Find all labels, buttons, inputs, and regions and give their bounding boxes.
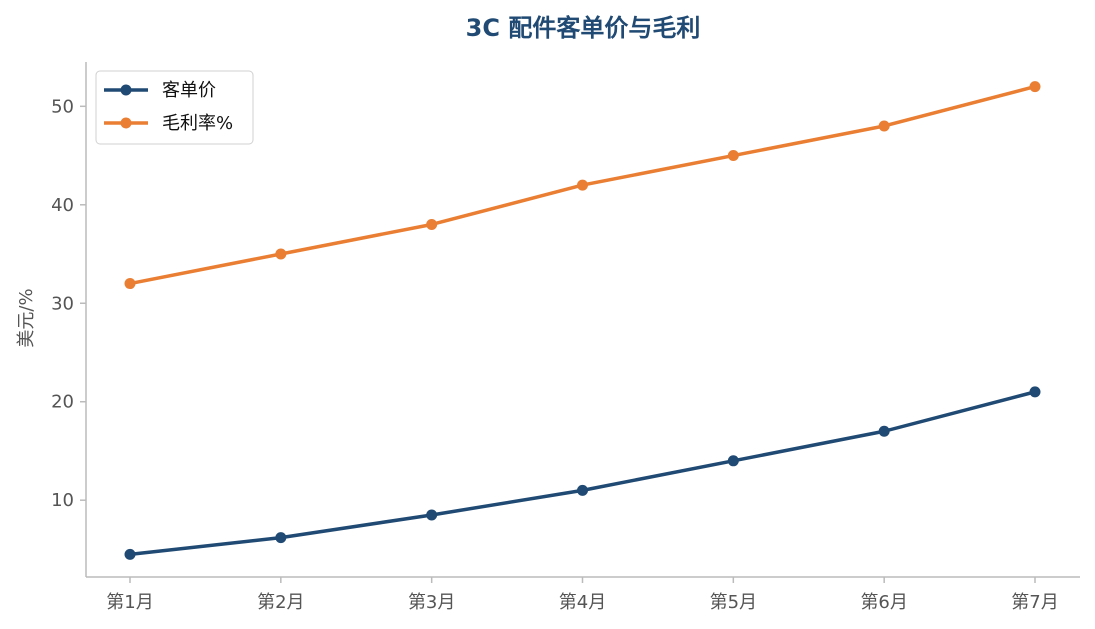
legend-label: 毛利率% bbox=[162, 113, 233, 134]
x-tick-label: 第4月 bbox=[559, 592, 606, 613]
x-tick-label: 第6月 bbox=[860, 592, 907, 613]
data-point bbox=[275, 532, 287, 544]
legend-item: 客单价 bbox=[104, 80, 216, 101]
data-point bbox=[426, 509, 438, 521]
y-tick-label: 20 bbox=[51, 392, 74, 413]
data-point bbox=[727, 150, 739, 162]
data-point bbox=[577, 179, 588, 191]
data-point bbox=[275, 248, 287, 260]
y-tick-label: 40 bbox=[51, 195, 74, 216]
series-2 bbox=[124, 81, 1041, 290]
y-tick-label: 50 bbox=[51, 96, 74, 117]
data-point bbox=[878, 425, 890, 437]
y-axis-label: 美元/% bbox=[16, 288, 37, 347]
x-tick-label: 第1月 bbox=[106, 592, 153, 613]
axes: 10 20 30 40 50 第1月 第2月 第3月 第4月 第5月 第6月 第7月 bbox=[51, 62, 1080, 613]
y-tick-label: 30 bbox=[51, 293, 74, 314]
data-point bbox=[1029, 386, 1041, 398]
x-tick-label: 第7月 bbox=[1011, 592, 1058, 613]
data-point bbox=[1029, 81, 1041, 93]
series-1 bbox=[124, 386, 1041, 560]
data-point bbox=[426, 218, 438, 230]
legend-item: 毛利率% bbox=[104, 113, 233, 134]
data-point bbox=[727, 455, 739, 467]
y-tick-label: 10 bbox=[51, 490, 74, 511]
x-tick-label: 第3月 bbox=[408, 592, 455, 613]
data-point bbox=[124, 548, 136, 560]
series-layer bbox=[124, 81, 1041, 560]
data-point bbox=[124, 278, 136, 290]
x-tick-label: 第2月 bbox=[257, 592, 304, 613]
data-point bbox=[878, 120, 890, 132]
legend-label: 客单价 bbox=[162, 80, 216, 101]
chart-title: 3C 配件客单价与毛利 bbox=[466, 14, 701, 42]
legend-marker bbox=[120, 84, 132, 96]
legend-marker bbox=[120, 117, 132, 129]
x-tick-label: 第5月 bbox=[710, 592, 757, 613]
series-line bbox=[128, 390, 1037, 557]
data-point bbox=[577, 484, 588, 496]
